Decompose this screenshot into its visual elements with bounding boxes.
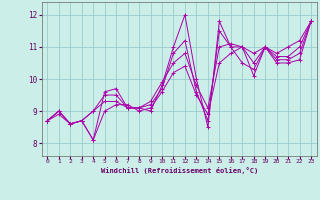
X-axis label: Windchill (Refroidissement éolien,°C): Windchill (Refroidissement éolien,°C): [100, 167, 258, 174]
